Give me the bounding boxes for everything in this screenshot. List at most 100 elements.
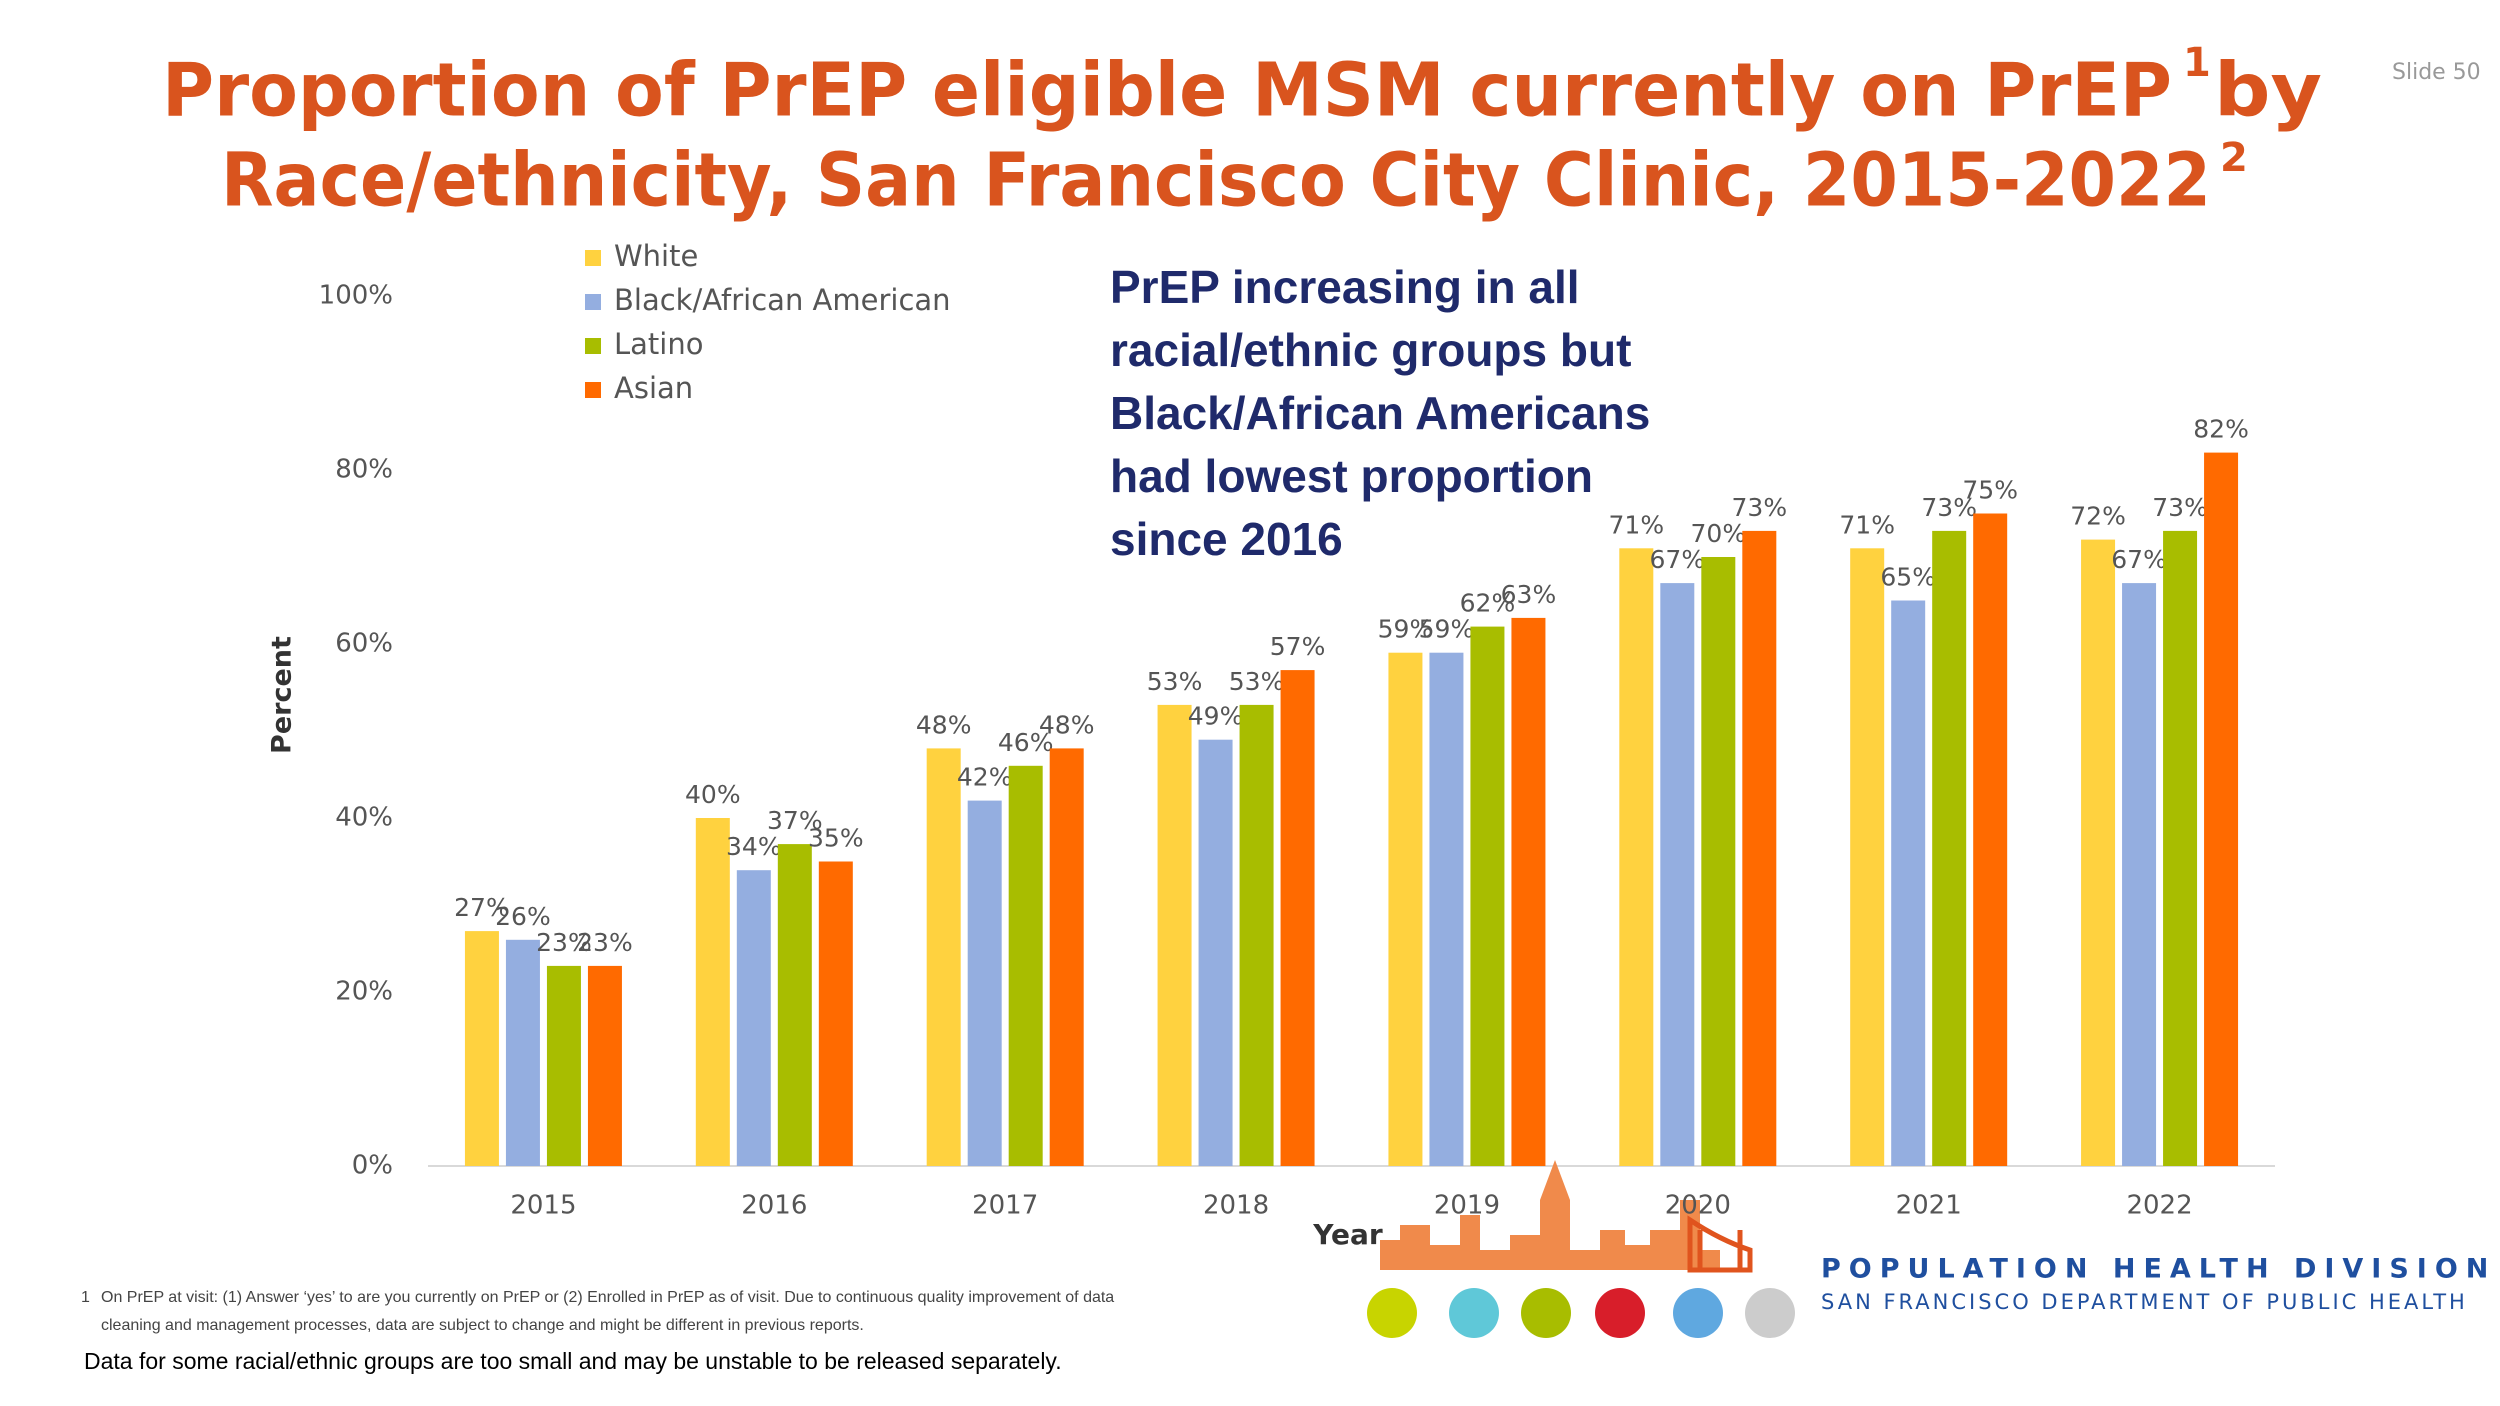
x-tick-label: 2018 bbox=[1203, 1191, 1269, 1221]
value-label: 75% bbox=[1962, 476, 2018, 505]
value-label: 67% bbox=[2111, 545, 2167, 574]
bar bbox=[1429, 652, 1464, 1166]
bar bbox=[1511, 617, 1546, 1166]
legend-swatch bbox=[585, 294, 601, 310]
value-label: 53% bbox=[1229, 667, 1285, 696]
bar bbox=[1891, 600, 1926, 1166]
x-tick-label: 2020 bbox=[1665, 1191, 1731, 1221]
value-label: 40% bbox=[685, 780, 741, 809]
value-label: 53% bbox=[1147, 667, 1203, 696]
bar bbox=[818, 861, 853, 1166]
legend-swatch bbox=[585, 382, 601, 398]
logo-title: POPULATION HEALTH DIVISION bbox=[1821, 1254, 2496, 1285]
bar bbox=[926, 748, 961, 1166]
value-label: 48% bbox=[916, 710, 972, 739]
y-tick-label: 20% bbox=[335, 977, 393, 1007]
annotation: since 2016 bbox=[1110, 513, 1343, 565]
title: Proportion of PrEP eligible MSM currentl… bbox=[162, 48, 2172, 134]
value-label: 73% bbox=[1921, 493, 1977, 522]
bar bbox=[2204, 452, 2239, 1167]
y-axis-label: Percent bbox=[267, 636, 298, 754]
logo-graphic bbox=[1367, 1160, 1795, 1338]
value-label: 26% bbox=[495, 902, 551, 931]
x-tick-label: 2021 bbox=[1896, 1191, 1962, 1221]
title: Race/ethnicity, San Francisco City Clini… bbox=[221, 138, 2211, 224]
annotation: Black/African Americans bbox=[1110, 387, 1650, 439]
y-tick-label: 60% bbox=[335, 629, 393, 659]
bar bbox=[695, 818, 730, 1166]
legend-label: Asian bbox=[614, 371, 693, 405]
annotation: PrEP increasing in all bbox=[1110, 261, 1580, 313]
value-label: 59% bbox=[1378, 615, 1434, 644]
value-label: 46% bbox=[998, 728, 1054, 757]
bar bbox=[1239, 704, 1274, 1166]
bar bbox=[1470, 626, 1505, 1166]
value-label: 65% bbox=[1880, 563, 1936, 592]
value-label: 71% bbox=[1609, 510, 1665, 539]
legend-swatch bbox=[585, 338, 601, 354]
legend-label: White bbox=[614, 239, 698, 273]
value-label: 48% bbox=[1039, 710, 1095, 739]
logo-subtitle: SAN FRANCISCO DEPARTMENT OF PUBLIC HEALT… bbox=[1821, 1290, 2468, 1314]
bar bbox=[1008, 765, 1043, 1166]
bar bbox=[2081, 539, 2116, 1166]
footnote: cleaning and management processes, data … bbox=[101, 1317, 864, 1334]
value-label: 71% bbox=[1839, 510, 1895, 539]
x-tick-label: 2017 bbox=[972, 1191, 1038, 1221]
bar bbox=[1660, 583, 1695, 1166]
y-tick-label: 80% bbox=[335, 455, 393, 485]
value-label: 23% bbox=[536, 928, 592, 957]
footnote: On PrEP at visit: (1) Answer ‘yes’ to ar… bbox=[101, 1289, 1114, 1306]
bar bbox=[1850, 548, 1885, 1166]
value-label: 57% bbox=[1270, 632, 1326, 661]
bar bbox=[464, 931, 499, 1166]
legend-label: Black/African American bbox=[614, 283, 951, 317]
value-label: 49% bbox=[1188, 702, 1244, 731]
bar bbox=[1742, 530, 1777, 1166]
bar bbox=[1157, 704, 1192, 1166]
bar bbox=[1280, 670, 1315, 1166]
x-tick-label: 2016 bbox=[741, 1191, 807, 1221]
bar bbox=[587, 965, 622, 1166]
x-axis-label: Year bbox=[1312, 1218, 1383, 1251]
footnote-number: 1 bbox=[81, 1289, 90, 1306]
x-tick-label: 2019 bbox=[1434, 1191, 1500, 1221]
value-label: 27% bbox=[454, 893, 510, 922]
bar bbox=[546, 965, 581, 1166]
note: Data for some racial/ethnic groups are t… bbox=[84, 1348, 1062, 1374]
annotation: had lowest proportion bbox=[1110, 450, 1593, 502]
bar bbox=[967, 800, 1002, 1166]
bar bbox=[777, 844, 812, 1166]
title: by bbox=[2214, 48, 2322, 134]
bar bbox=[2122, 583, 2157, 1166]
x-tick-label: 2015 bbox=[510, 1191, 576, 1221]
slide-number: Slide 50 bbox=[2392, 60, 2481, 85]
y-tick-label: 40% bbox=[335, 803, 393, 833]
bar bbox=[1932, 530, 1967, 1166]
bar bbox=[2163, 530, 2198, 1166]
y-tick-label: 0% bbox=[352, 1151, 393, 1181]
bar bbox=[1388, 652, 1423, 1166]
value-label: 73% bbox=[2152, 493, 2208, 522]
bar bbox=[736, 870, 771, 1166]
x-tick-label: 2022 bbox=[2126, 1191, 2192, 1221]
annotation: racial/ethnic groups but bbox=[1110, 324, 1631, 376]
value-label: 72% bbox=[2070, 502, 2126, 531]
bar bbox=[1198, 739, 1233, 1166]
value-label: 67% bbox=[1650, 545, 1706, 574]
value-label: 82% bbox=[2193, 415, 2249, 444]
value-label: 35% bbox=[808, 824, 864, 853]
value-label: 42% bbox=[957, 763, 1013, 792]
legend-label: Latino bbox=[614, 327, 703, 361]
value-label: 59% bbox=[1419, 615, 1475, 644]
legend-swatch bbox=[585, 250, 601, 266]
value-label: 34% bbox=[726, 832, 782, 861]
value-label: 73% bbox=[1732, 493, 1788, 522]
value-label: 63% bbox=[1501, 580, 1557, 609]
value-label: 70% bbox=[1691, 519, 1747, 548]
bar bbox=[1973, 513, 2008, 1166]
value-label: 37% bbox=[767, 806, 823, 835]
bar bbox=[1619, 548, 1654, 1166]
bar bbox=[1701, 557, 1736, 1166]
